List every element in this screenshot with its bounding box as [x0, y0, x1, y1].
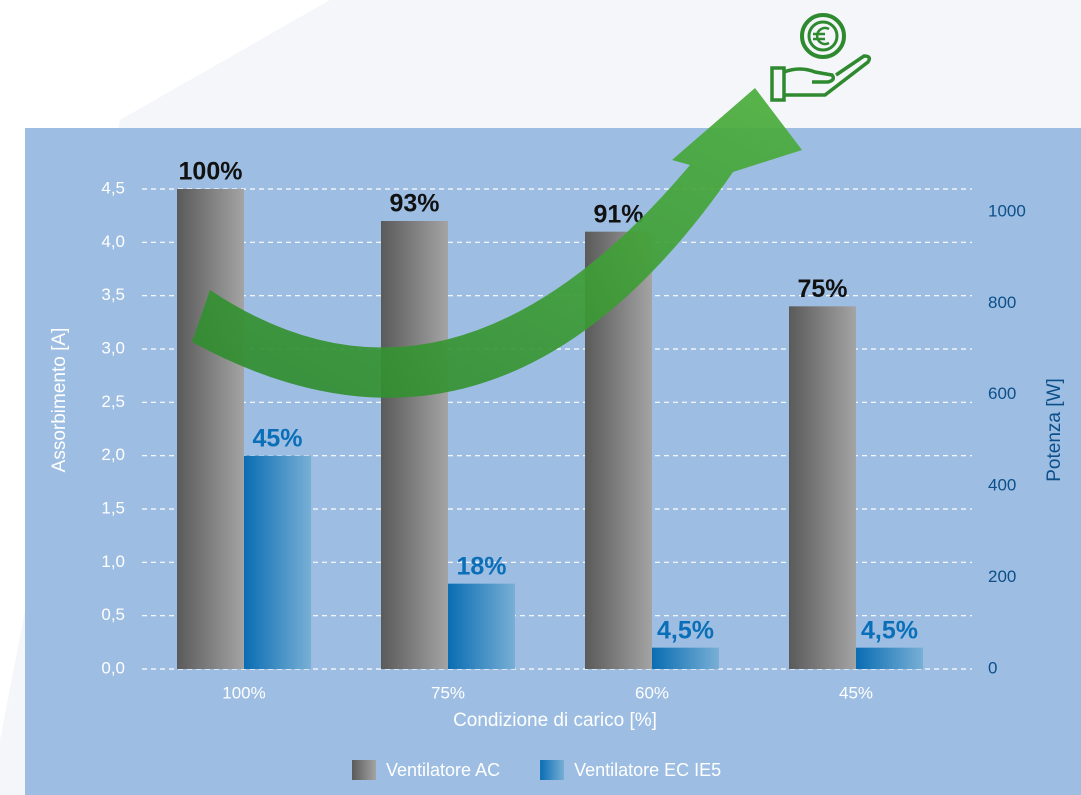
y-tick-label: 1,0 [101, 552, 125, 571]
y-tick-label: 1,5 [101, 498, 125, 517]
euro-icon [770, 13, 872, 102]
y2-tick-label: 600 [988, 384, 1016, 403]
bar [244, 455, 311, 669]
bar [856, 647, 923, 669]
percent-label: 75% [797, 275, 847, 303]
plot-area: 0,0 0,5 1,0 1,5 2,0 2,5 3,0 3,5 4,0 4,5 0 200 400 600… [49, 158, 1065, 780]
y2-tick-label: 0 [988, 658, 997, 677]
y2-axis-title: Potenza [W] [1044, 378, 1065, 482]
y-tick-label: 0,0 [101, 658, 125, 677]
y-tick-label: 3,0 [101, 338, 125, 357]
y-tick-label: 0,5 [101, 605, 125, 624]
percent-label: 4,5% [861, 616, 918, 644]
y-tick-label: 4,0 [101, 232, 125, 251]
y2-tick-label: 200 [988, 567, 1016, 586]
y-axis-title: Assorbimento [A] [49, 328, 70, 473]
percent-label: 45% [252, 424, 302, 452]
legend-swatch [352, 760, 376, 780]
x-tick-label: 100% [222, 683, 265, 702]
legend-swatch [540, 760, 565, 780]
legend-label: Ventilatore EC IE5 [574, 760, 721, 780]
y2-tick-label: 800 [988, 293, 1016, 312]
bar [381, 221, 448, 669]
x-tick-label: 60% [635, 683, 669, 702]
x-axis-title: Condizione di carico [%] [453, 710, 657, 731]
y2-tick-label: 1000 [988, 201, 1026, 220]
y2-tick-label: 400 [988, 476, 1016, 495]
trend-arrow [192, 88, 802, 398]
y-tick-label: 4,5 [101, 178, 125, 197]
y-tick-label: 3,5 [101, 285, 125, 304]
percent-label: 4,5% [657, 616, 714, 644]
bar [652, 647, 719, 669]
percent-label: 91% [593, 200, 643, 228]
percent-label: 18% [456, 552, 506, 580]
bar [177, 189, 244, 669]
x-tick-label: 75% [431, 683, 465, 702]
y-tick-label: 2,5 [101, 392, 125, 411]
x-tick-label: 45% [839, 683, 873, 702]
percent-label: 100% [179, 158, 243, 186]
percent-label: 93% [389, 190, 439, 218]
bar [448, 583, 515, 669]
y-tick-label: 2,0 [101, 445, 125, 464]
bar [789, 306, 856, 669]
legend-label: Ventilatore AC [386, 760, 500, 780]
